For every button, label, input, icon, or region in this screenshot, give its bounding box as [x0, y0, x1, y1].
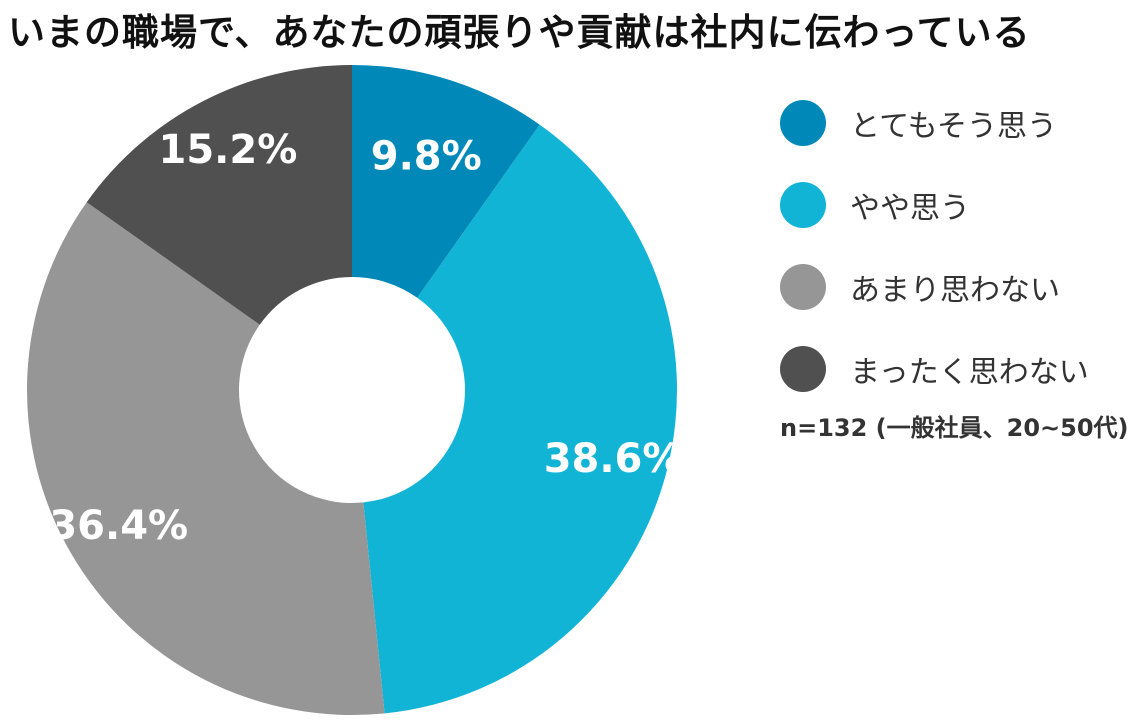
- legend-label: とてもそう思う: [850, 109, 1057, 144]
- donut-slice: [86, 65, 352, 325]
- legend-swatch: [780, 264, 826, 310]
- legend-item: あまり思わない: [780, 246, 1089, 328]
- legend-swatch: [780, 100, 826, 146]
- legend-swatch: [780, 346, 826, 392]
- legend-item: やや思う: [780, 164, 1089, 246]
- legend-label: やや思う: [850, 191, 970, 226]
- legend-swatch: [780, 182, 826, 228]
- legend-item: とてもそう思う: [780, 82, 1089, 164]
- sample-note: n=132 (一般社員、20~50代): [780, 414, 1129, 442]
- donut-slice: [363, 124, 677, 714]
- slice-value-label: 38.6%: [544, 436, 683, 482]
- chart-title: いまの職場で、あなたの頑張りや貢献は社内に伝わっている: [8, 11, 1031, 54]
- legend-label: まったく思わない: [850, 355, 1089, 390]
- legend-item: まったく思わない: [780, 328, 1089, 410]
- donut-chart: 9.8% 38.6% 36.4% 15.2%: [26, 65, 683, 715]
- slice-value-label: 9.8%: [371, 134, 482, 180]
- slice-value-label: 36.4%: [49, 503, 188, 549]
- legend-label: あまり思わない: [850, 273, 1060, 308]
- donut-slice: [352, 65, 540, 298]
- donut-slice: [26, 202, 385, 715]
- chart-legend: とてもそう思う やや思うあまり思わない まったく思わない: [780, 82, 1089, 410]
- slice-value-label: 15.2%: [159, 127, 298, 173]
